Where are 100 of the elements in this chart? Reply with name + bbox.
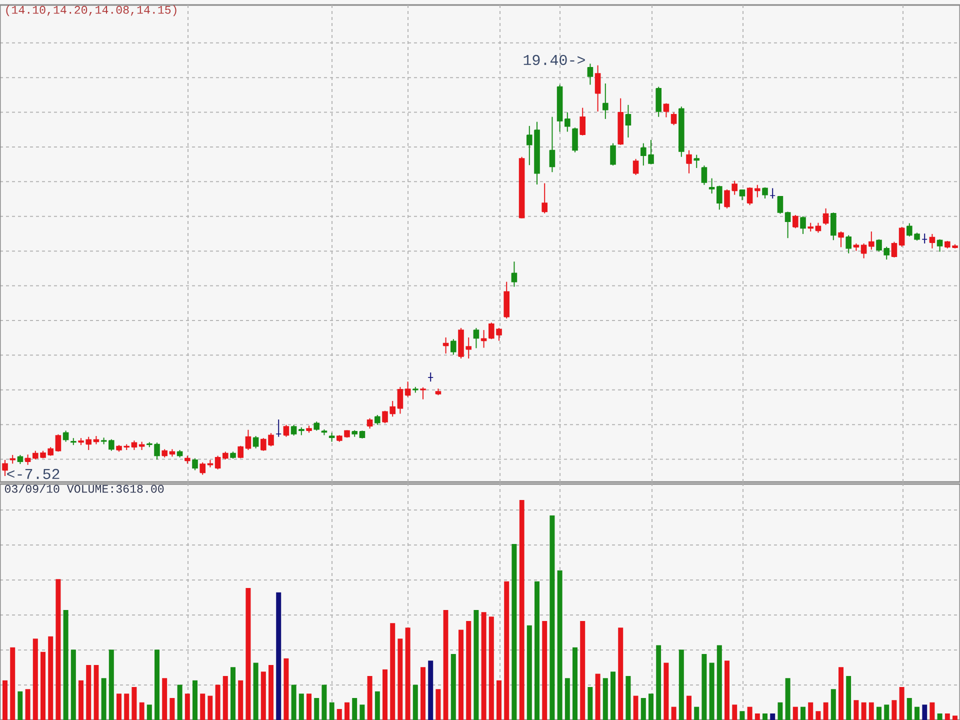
candlestick bbox=[922, 233, 928, 244]
bar bbox=[572, 647, 578, 720]
candlestick bbox=[936, 238, 943, 252]
bar bbox=[436, 689, 441, 720]
bar bbox=[360, 704, 365, 720]
candlestick bbox=[770, 188, 776, 200]
bar bbox=[32, 638, 38, 720]
bar bbox=[664, 662, 669, 720]
candlestick bbox=[868, 230, 874, 250]
candlestick bbox=[846, 234, 852, 254]
bar bbox=[504, 581, 510, 720]
candlestick bbox=[762, 186, 768, 200]
bar bbox=[443, 610, 448, 720]
bar bbox=[702, 654, 707, 720]
candlestick bbox=[656, 86, 662, 118]
candlestick bbox=[792, 214, 798, 229]
candlestick bbox=[777, 196, 784, 214]
bar bbox=[268, 664, 274, 720]
bar bbox=[671, 706, 676, 720]
bar bbox=[116, 694, 122, 720]
bar bbox=[656, 645, 662, 720]
bar bbox=[260, 672, 266, 720]
candlestick bbox=[610, 142, 616, 166]
bar bbox=[770, 713, 776, 720]
bar bbox=[488, 616, 494, 720]
candlestick bbox=[701, 165, 708, 186]
bar bbox=[466, 620, 472, 720]
bar bbox=[405, 628, 410, 720]
bar bbox=[602, 678, 608, 720]
bar bbox=[40, 652, 46, 720]
bar bbox=[709, 662, 714, 720]
bar bbox=[816, 711, 821, 720]
candlestick bbox=[587, 63, 594, 86]
bar bbox=[694, 706, 700, 720]
candlestick bbox=[594, 64, 601, 112]
bar bbox=[70, 650, 76, 720]
bar bbox=[276, 592, 282, 720]
bar bbox=[253, 662, 258, 720]
bar bbox=[177, 684, 182, 720]
bar bbox=[382, 669, 388, 720]
bar bbox=[428, 660, 434, 720]
bar bbox=[170, 698, 175, 720]
bar bbox=[101, 678, 106, 720]
bar bbox=[534, 581, 540, 720]
candlestick bbox=[686, 150, 692, 174]
chart-title: 03/09/10 VOLUME:3618.00 bbox=[4, 484, 164, 493]
bar bbox=[132, 686, 137, 720]
bar bbox=[481, 612, 486, 720]
candlestick bbox=[724, 188, 730, 209]
bar bbox=[846, 676, 852, 720]
bar bbox=[322, 684, 327, 720]
candlestick bbox=[830, 212, 836, 241]
bar bbox=[284, 658, 289, 720]
bar bbox=[2, 680, 8, 720]
bar bbox=[747, 706, 752, 720]
candlestick bbox=[602, 82, 608, 120]
bar bbox=[108, 650, 114, 720]
bar bbox=[686, 696, 692, 720]
bar bbox=[899, 686, 904, 720]
bar bbox=[420, 667, 426, 720]
bar bbox=[648, 694, 654, 720]
bar bbox=[922, 704, 928, 720]
bar bbox=[192, 680, 198, 720]
bar bbox=[352, 698, 358, 720]
bar bbox=[876, 706, 882, 720]
bar bbox=[716, 645, 722, 720]
bar bbox=[238, 680, 244, 720]
bar bbox=[914, 706, 920, 720]
bar bbox=[450, 654, 456, 720]
bar bbox=[800, 706, 806, 720]
candlestick bbox=[822, 208, 829, 226]
bar bbox=[200, 694, 206, 720]
bar bbox=[595, 674, 600, 720]
bar bbox=[930, 702, 935, 720]
bar bbox=[944, 713, 950, 720]
bar bbox=[367, 676, 372, 720]
bar bbox=[762, 713, 768, 720]
bar bbox=[78, 680, 84, 720]
bar bbox=[154, 650, 160, 720]
bar bbox=[139, 702, 144, 720]
bar bbox=[246, 588, 251, 720]
bar bbox=[519, 500, 524, 720]
candlestick bbox=[898, 226, 905, 248]
bar bbox=[884, 704, 890, 720]
bar bbox=[208, 696, 213, 720]
bar bbox=[808, 702, 814, 720]
bar bbox=[526, 625, 532, 720]
bar bbox=[230, 667, 236, 720]
bar bbox=[124, 694, 130, 720]
bar bbox=[626, 676, 631, 720]
bar bbox=[854, 700, 859, 720]
bar bbox=[336, 708, 342, 720]
bar bbox=[952, 716, 958, 720]
candlestick bbox=[746, 186, 753, 206]
bar bbox=[474, 610, 479, 720]
candlestick bbox=[800, 216, 806, 234]
bar bbox=[792, 706, 798, 720]
bar bbox=[740, 711, 745, 720]
bar bbox=[412, 684, 418, 720]
bar bbox=[732, 704, 738, 720]
